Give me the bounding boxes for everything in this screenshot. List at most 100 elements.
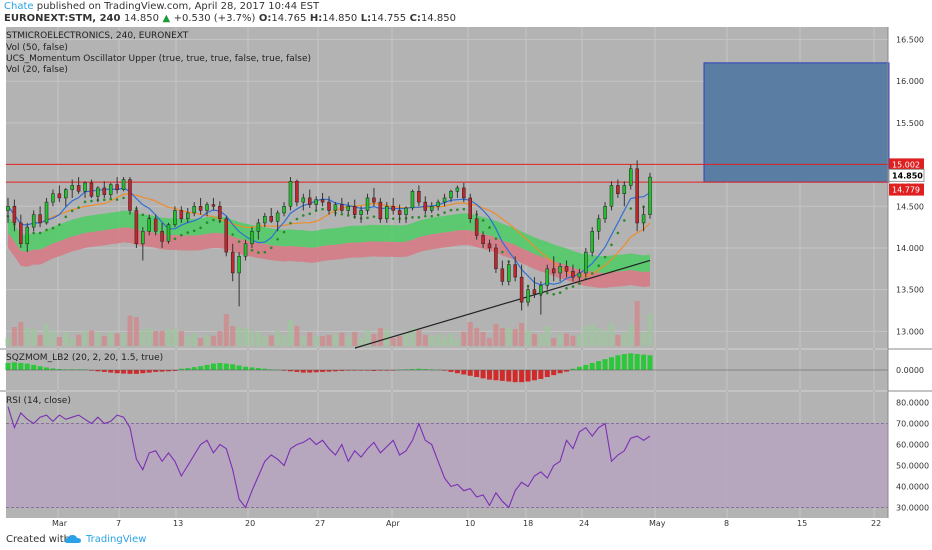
squeeze-bar bbox=[332, 370, 338, 372]
candle-body bbox=[128, 179, 132, 211]
squeeze-bar bbox=[499, 370, 505, 381]
squeeze-bar bbox=[153, 370, 159, 372]
squeeze-bar bbox=[583, 364, 589, 370]
volume-bar bbox=[50, 331, 56, 346]
volume-bar bbox=[403, 332, 409, 346]
tradingview-cloud-icon bbox=[65, 534, 81, 543]
squeeze-bar bbox=[159, 370, 165, 372]
volume-bar bbox=[435, 334, 441, 346]
ma-dot bbox=[552, 292, 555, 296]
volume-bar bbox=[230, 326, 236, 346]
ma-dot bbox=[565, 287, 568, 290]
ma-dot bbox=[90, 199, 93, 203]
ma-dot bbox=[501, 250, 504, 254]
x-tick-label: 13 bbox=[173, 519, 183, 528]
volume-bar bbox=[313, 336, 319, 346]
ma-dot bbox=[571, 285, 575, 288]
squeeze-bar bbox=[480, 370, 486, 379]
volume-bar bbox=[442, 337, 448, 346]
candle-body bbox=[385, 206, 389, 220]
publish-text: published on TradingView.com, April 28, … bbox=[36, 1, 320, 12]
ma-dot bbox=[295, 217, 299, 221]
ma-dot bbox=[257, 251, 260, 254]
x-tick-label: 10 bbox=[465, 519, 475, 528]
squeeze-bar bbox=[416, 368, 422, 370]
candle-body bbox=[153, 218, 158, 232]
ma-dot bbox=[603, 255, 607, 259]
rsi-tick-label: 60.0000 bbox=[896, 441, 929, 450]
ma-dot bbox=[38, 231, 42, 235]
ma-dot bbox=[103, 198, 106, 202]
volume-bar bbox=[69, 338, 75, 346]
ma-dot bbox=[314, 209, 318, 212]
ma-dot bbox=[308, 212, 312, 216]
volume-bar bbox=[140, 330, 146, 346]
ma-dot bbox=[77, 206, 80, 209]
volume-bar bbox=[429, 336, 435, 346]
up-arrow-icon: ▲ bbox=[162, 13, 171, 24]
ma-dot bbox=[192, 229, 196, 233]
volume-bar bbox=[416, 330, 422, 346]
squeeze-bar bbox=[88, 370, 94, 371]
volume-bar bbox=[608, 323, 614, 346]
squeeze-bar bbox=[365, 370, 371, 371]
candle-body bbox=[590, 231, 594, 253]
candle-body bbox=[263, 216, 267, 224]
squeeze-bar bbox=[384, 370, 390, 371]
candle-body bbox=[532, 289, 537, 295]
created-with-text: Created with bbox=[6, 534, 70, 545]
candle-body bbox=[378, 201, 383, 220]
volume-bar bbox=[108, 331, 114, 346]
volume-bar bbox=[352, 332, 358, 346]
volume-bar bbox=[223, 314, 229, 346]
ma-dot bbox=[372, 215, 376, 218]
volume-bar bbox=[307, 332, 313, 346]
squeeze-bar bbox=[570, 368, 576, 370]
squeeze-bar bbox=[493, 370, 499, 381]
ma-dot bbox=[462, 207, 466, 211]
volume-bar bbox=[377, 328, 383, 346]
candle-body bbox=[417, 191, 421, 203]
volume-bar bbox=[210, 335, 216, 346]
last-price: 14.850 bbox=[123, 13, 159, 24]
tradingview-brand[interactable]: TradingView bbox=[86, 534, 147, 545]
rsi-tick-label: 80.0000 bbox=[896, 399, 929, 408]
candle-body bbox=[526, 289, 530, 303]
volume-bar bbox=[166, 329, 171, 346]
ma-dot bbox=[436, 213, 440, 217]
volume-bar bbox=[332, 334, 338, 346]
candle-body bbox=[224, 218, 229, 253]
squeeze-bar bbox=[531, 370, 537, 381]
volume-bar bbox=[647, 314, 653, 346]
volume-bar bbox=[217, 331, 223, 346]
ma-dot bbox=[141, 213, 145, 217]
volume-bar bbox=[615, 335, 621, 346]
volume-bar bbox=[531, 334, 537, 346]
squeeze-bar bbox=[95, 370, 101, 372]
candle-body bbox=[70, 185, 74, 190]
ma-dot bbox=[237, 240, 241, 243]
squeeze-bar bbox=[56, 369, 62, 370]
x-tick-label: 22 bbox=[871, 519, 881, 528]
volume-bar bbox=[95, 332, 101, 346]
candle-body bbox=[449, 191, 453, 199]
close-label: C: bbox=[409, 13, 421, 24]
symbol-line: EURONEXT:STM, 240 bbox=[4, 13, 121, 24]
volume-bar bbox=[512, 329, 518, 346]
candle-body bbox=[57, 193, 62, 199]
candle-body bbox=[186, 212, 190, 220]
candle-body bbox=[327, 201, 331, 211]
candle-body bbox=[83, 182, 87, 192]
ma-dot bbox=[199, 226, 202, 230]
candle-body bbox=[346, 206, 351, 211]
author-link[interactable]: Chate bbox=[4, 1, 34, 12]
squeeze-bar bbox=[390, 370, 396, 371]
candle-body bbox=[468, 197, 472, 220]
squeeze-bar bbox=[448, 370, 454, 372]
ma-dot bbox=[449, 208, 453, 212]
candle-body bbox=[301, 197, 306, 203]
squeeze-bar bbox=[313, 370, 319, 373]
volume-bar bbox=[24, 328, 30, 346]
open-value: 14.765 bbox=[271, 13, 307, 24]
